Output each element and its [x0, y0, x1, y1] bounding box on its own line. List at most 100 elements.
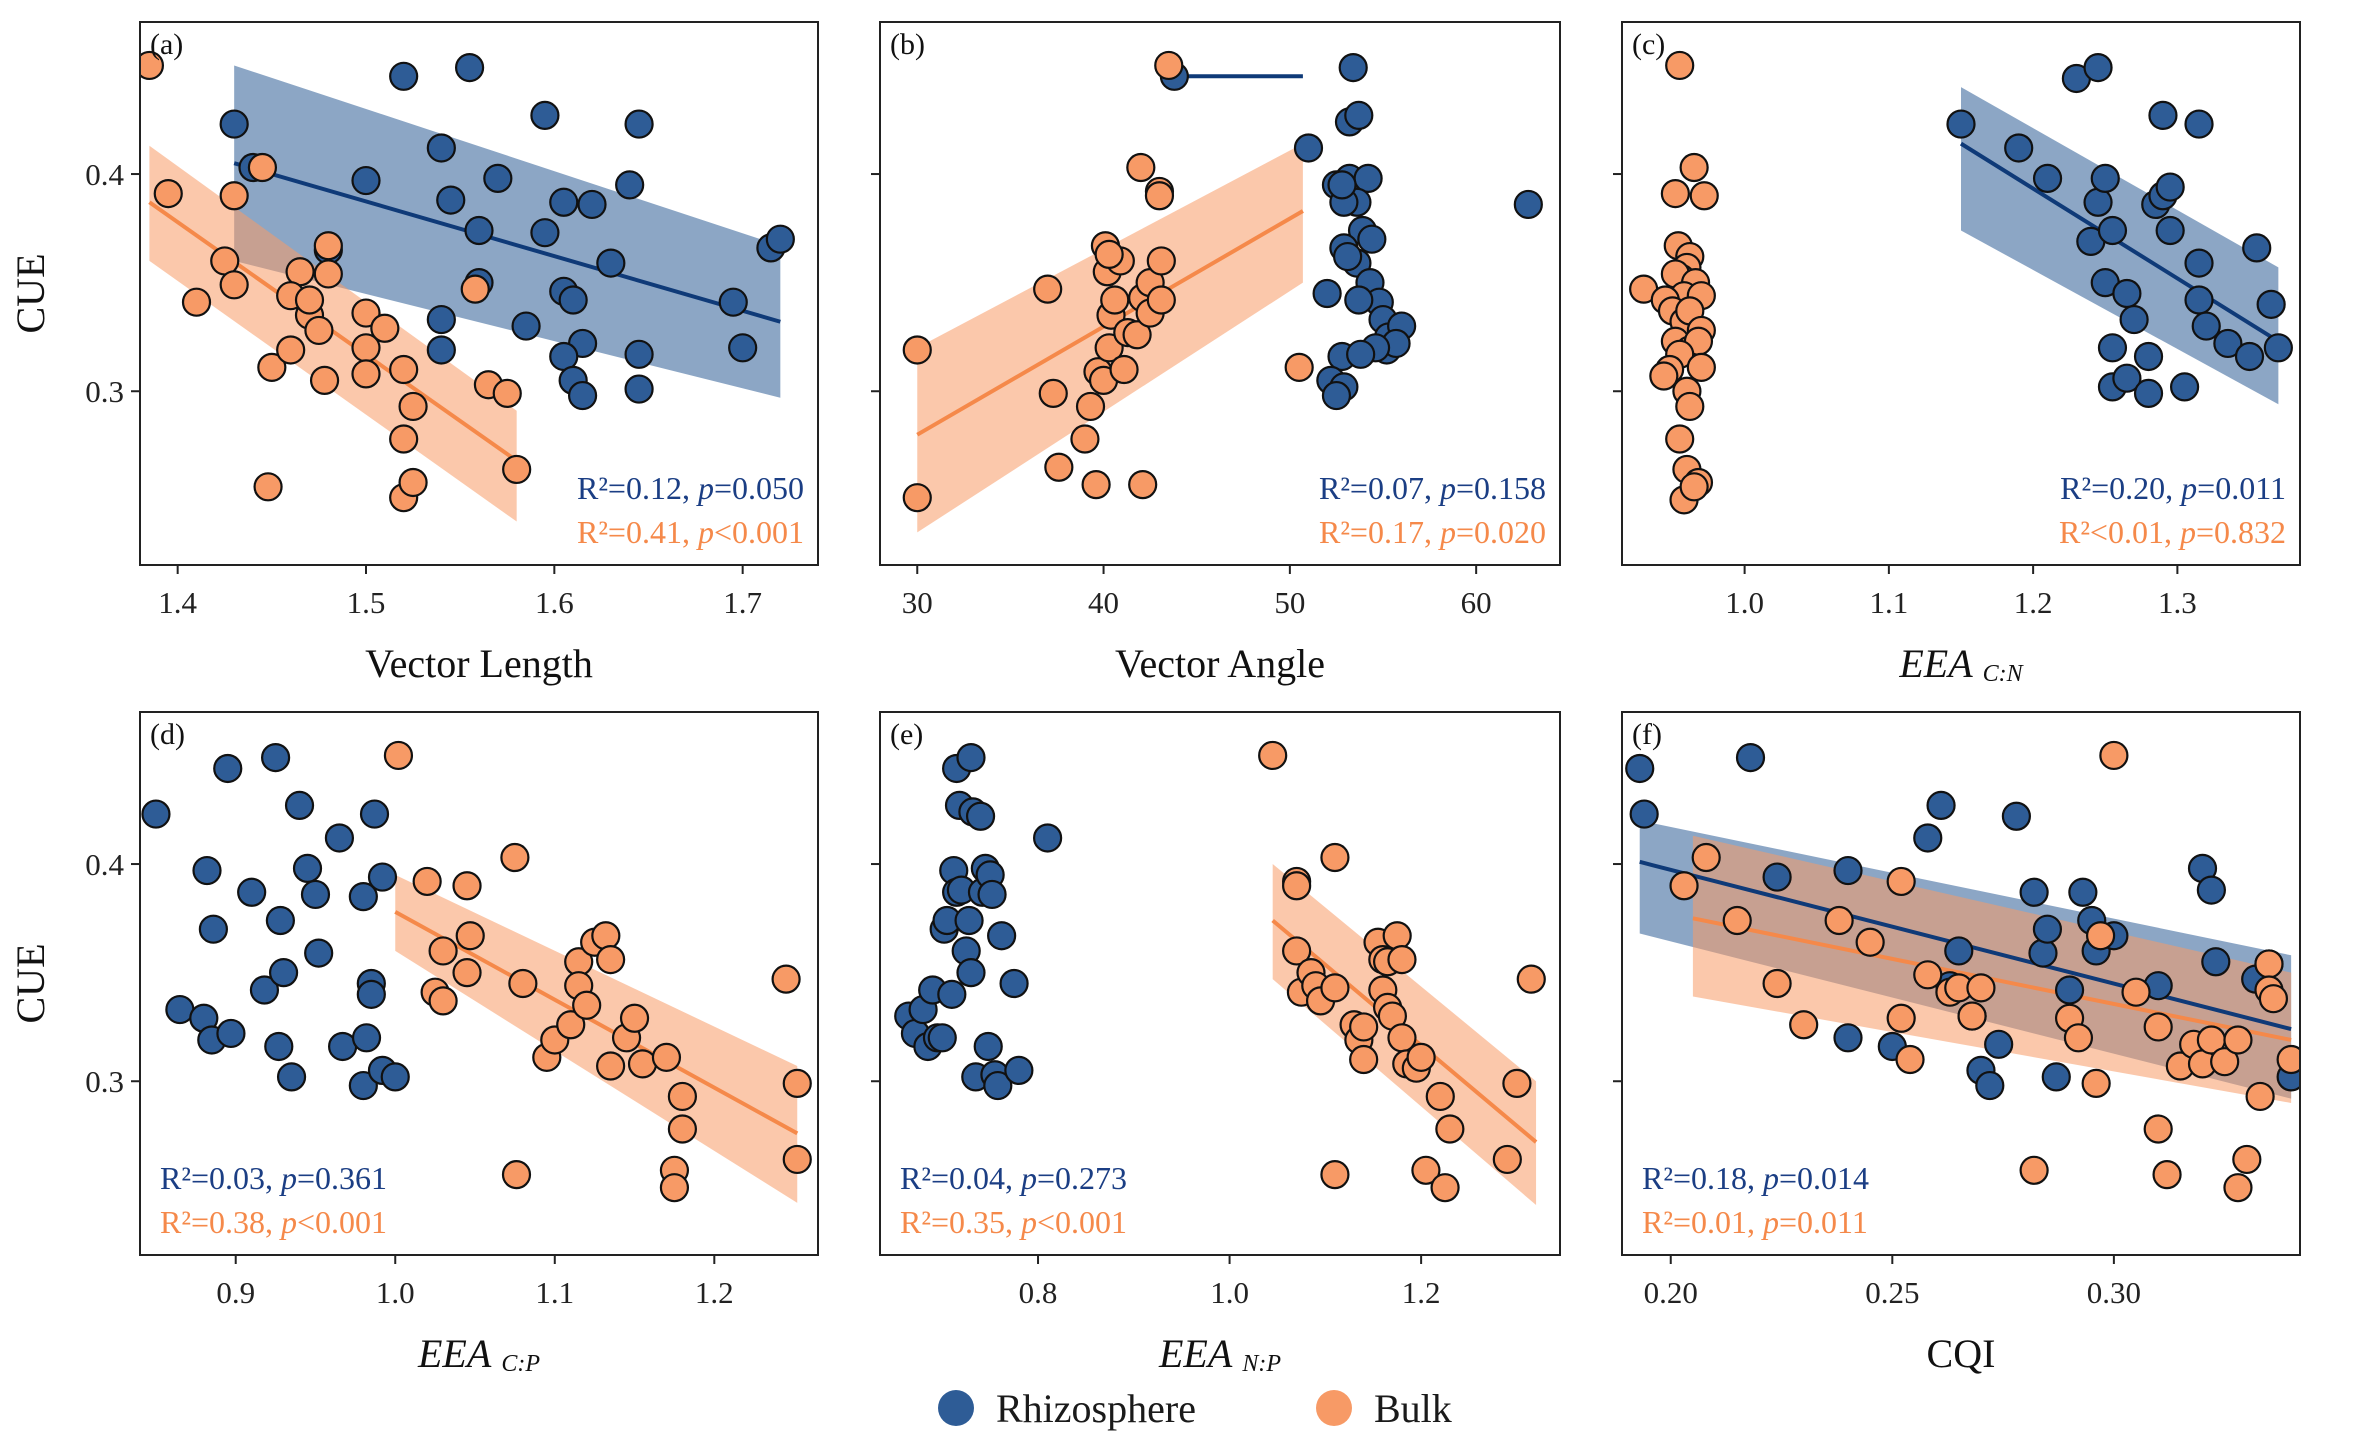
rhizosphere-point	[1629, 799, 1659, 829]
rhizosphere-point	[426, 335, 456, 365]
bulk-point	[1349, 1012, 1379, 1042]
rhizosphere-point	[2155, 172, 2185, 202]
bulk-stats-annotation: R²=0.41, p<0.001	[577, 514, 804, 550]
rhizosphere-point	[973, 1031, 1003, 1062]
rhizosphere-point	[624, 374, 654, 404]
bulk-point	[1689, 181, 1719, 211]
bulk-point	[1126, 152, 1156, 183]
bulk-point	[1966, 973, 1996, 1003]
bulk-point	[398, 467, 428, 498]
bulk-point	[1665, 424, 1695, 454]
rhizosphere-point	[954, 905, 984, 936]
rhizosphere-point	[2090, 163, 2120, 193]
panel-a: (a) 1.4 1.5 1.6 1.7 0.3 0.4 Vector Length CUE R²=…	[8, 21, 819, 686]
x-tick-label: 1.2	[695, 1275, 734, 1310]
x-axis-label: Vector Length	[365, 641, 593, 686]
rhizosphere-point	[426, 304, 456, 335]
bulk-point	[2210, 1047, 2240, 1077]
panel-label: (b)	[890, 28, 925, 61]
rhizosphere-point	[987, 921, 1017, 951]
rhizosphere-point	[2032, 163, 2063, 193]
rhizosphere-point	[265, 905, 295, 936]
bulk-point	[1855, 927, 1885, 957]
bulk-point	[351, 359, 381, 389]
x-axis-label: EEA N:P	[1158, 1331, 1281, 1377]
rhizosphere-point	[2191, 311, 2221, 341]
rhizosphere-point	[268, 958, 299, 988]
rhizosphere-point	[1944, 936, 1974, 966]
x-tick-label: 30	[902, 585, 933, 620]
panel-c: (c) 1.0 1.1 1.2 1.3 EEA C:N R²=0.20, p=0.011 R²<…	[1613, 21, 2301, 687]
legend-swatch-rhizosphere	[938, 1390, 974, 1426]
rhizosphere-point	[2068, 877, 2098, 907]
bulk-point	[1320, 1160, 1350, 1190]
rhizosphere-point	[2169, 372, 2200, 402]
bulk-point	[1146, 285, 1176, 315]
plot-area	[140, 50, 795, 522]
bulk-point	[351, 298, 381, 328]
bulk-point	[2232, 1144, 2262, 1175]
bulk-point	[2254, 949, 2284, 979]
rhizosphere-point	[237, 877, 267, 907]
rhizosphere-stats-annotation: R²=0.18, p=0.014	[1642, 1160, 1869, 1196]
rhizosphere-point	[2097, 215, 2128, 246]
bulk-point	[1675, 391, 1705, 422]
rhizosphere-point	[1513, 189, 1543, 220]
panel-frame	[139, 711, 819, 1256]
rhizosphere-point	[1833, 855, 1863, 886]
bulk-point	[902, 335, 932, 365]
panel-d: (d) 0.9 1.0 1.1 1.2 0.3 0.4 EEA C:P CUE R²=0.03, p…	[8, 711, 819, 1377]
rhizosphere-stats-annotation: R²=0.12, p=0.050	[577, 470, 804, 506]
rhizosphere-point	[2196, 875, 2226, 905]
bulk-point	[1320, 973, 1350, 1003]
bulk-point	[501, 1160, 532, 1190]
rhizosphere-point	[2112, 278, 2142, 309]
x-axis-label: CQI	[1927, 1331, 1996, 1376]
bulk-point	[1762, 968, 1792, 999]
rhizosphere-point	[356, 979, 386, 1009]
rhizosphere-point	[389, 61, 419, 91]
rhizosphere-stats-annotation: R²=0.04, p=0.273	[900, 1160, 1127, 1196]
rhizosphere-fit-line	[233, 161, 781, 324]
bulk-point	[2258, 984, 2289, 1014]
bulk-point	[771, 964, 801, 994]
rhizosphere-point	[2004, 133, 2034, 163]
x-tick-label: 1.0	[1210, 1275, 1249, 1310]
bulk-point	[1686, 352, 1716, 382]
rhizosphere-point	[249, 975, 280, 1005]
bulk-point	[1789, 1010, 1819, 1040]
rhizosphere-point	[596, 248, 626, 278]
bulk-point	[1665, 50, 1695, 81]
bulk-point	[428, 986, 458, 1016]
bulk-point	[2152, 1160, 2182, 1190]
rhizosphere-point	[284, 790, 315, 820]
rhizosphere-point	[1333, 241, 1363, 272]
bulk-point	[1100, 285, 1130, 315]
rhizosphere-stats-annotation: R²=0.20, p=0.011	[2060, 470, 2286, 506]
bulk-point	[1411, 1155, 1441, 1185]
bulk-point	[1038, 378, 1068, 409]
bulk-point	[428, 936, 458, 966]
bulk-point	[1146, 246, 1176, 276]
bulk-point	[1492, 1144, 1522, 1175]
rhizosphere-point	[2234, 341, 2265, 372]
bulk-point	[1957, 1001, 1987, 1031]
rhizosphere-point	[351, 165, 381, 196]
rhizosphere-point	[615, 170, 645, 200]
rhizosphere-point	[567, 380, 598, 411]
rhizosphere-point	[999, 968, 1029, 999]
bulk-point	[2081, 1068, 2111, 1099]
bulk-point	[2063, 1023, 2094, 1053]
rhizosphere-point	[464, 215, 494, 246]
rhizosphere-point	[426, 133, 456, 163]
panel-label: (e)	[890, 718, 923, 751]
bulk-point	[492, 378, 522, 409]
bulk-point	[782, 1144, 812, 1175]
rhizosphere-point	[359, 799, 390, 829]
rhizosphere-point	[530, 100, 560, 130]
y-axis-label: CUE	[8, 254, 53, 334]
bulk-point	[313, 231, 343, 261]
bulk-point	[455, 921, 485, 951]
bulk-point	[309, 365, 340, 395]
bulk-point	[389, 424, 419, 454]
